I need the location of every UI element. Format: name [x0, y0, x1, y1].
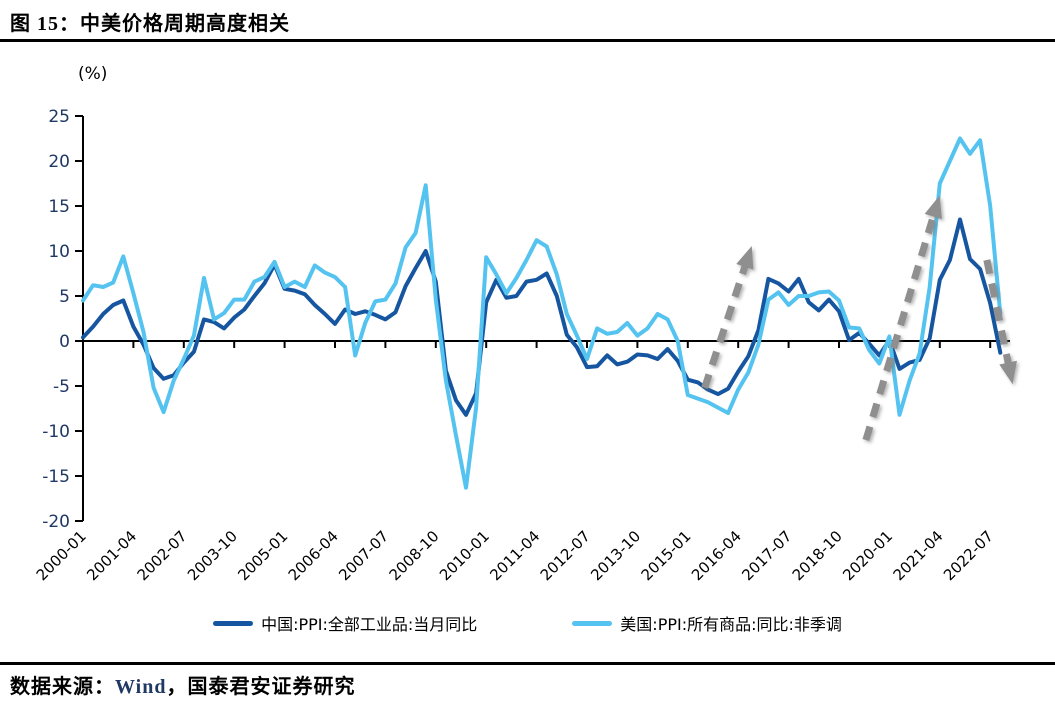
- x-tick-label: 2006-04: [285, 527, 342, 584]
- y-tick-label: -5: [53, 377, 70, 397]
- x-tick-label: 2021-04: [890, 527, 947, 584]
- y-tick-label: 20: [48, 152, 70, 172]
- title-divider: [0, 39, 1055, 42]
- unit-label: (%): [78, 64, 107, 84]
- x-tick-label: 2005-01: [234, 527, 291, 584]
- data-source-suffix: ，国泰君安证券研究: [166, 676, 356, 698]
- x-tick-label: 2015-01: [638, 527, 695, 584]
- x-tick-label: 2022-07: [940, 527, 997, 584]
- up-trend-2021-arrow: [862, 195, 942, 442]
- x-tick-label: 2000-01: [33, 527, 90, 584]
- x-axis: 2000-012001-042002-072003-102005-012006-…: [33, 340, 1010, 584]
- x-tick-label: 2012-07: [537, 527, 594, 584]
- legend-item-us: 美国:PPI:所有商品:同比:非季调: [572, 611, 842, 635]
- x-tick-label: 2016-04: [688, 527, 745, 584]
- legend-label-us: 美国:PPI:所有商品:同比:非季调: [620, 615, 842, 634]
- x-tick-label: 2008-10: [386, 527, 443, 584]
- x-tick-label: 2018-10: [789, 527, 846, 584]
- y-tick-label: 15: [48, 197, 70, 217]
- china-line-swatch: [213, 620, 254, 626]
- x-tick-label: 2003-10: [184, 527, 241, 584]
- legend-item-china: 中国:PPI:全部工业品:当月同比: [213, 611, 477, 635]
- y-tick-label: 5: [59, 287, 70, 307]
- x-tick-label: 2007-07: [335, 527, 392, 584]
- data-source-prefix: 数据来源：: [10, 676, 115, 698]
- x-tick-label: 2001-04: [83, 527, 140, 584]
- footer-divider: [0, 662, 1055, 665]
- y-tick-label: 10: [48, 242, 70, 262]
- y-tick-label: -20: [42, 512, 70, 532]
- x-tick-label: 2017-07: [738, 527, 795, 584]
- china-ppi-line: [81, 217, 1003, 417]
- chart-legend: 中国:PPI:全部工业品:当月同比 美国:PPI:所有商品:同比:非季调: [0, 611, 1055, 635]
- y-tick-label: -15: [42, 467, 70, 487]
- y-axis: 25 20 15 10 5 0 -5 -10 -15 -20: [42, 107, 84, 532]
- legend-label-china: 中国:PPI:全部工业品:当月同比: [261, 615, 478, 634]
- y-tick-label: 25: [48, 107, 70, 127]
- ppi-line-chart: (%)2520151050-5-10-15-202000-012001-0420…: [33, 64, 1017, 584]
- y-tick-label: 0: [59, 332, 70, 352]
- data-source-note: 数据来源：Wind，国泰君安证券研究: [10, 670, 355, 699]
- y-tick-label: -10: [42, 422, 70, 442]
- trend-arrows: [701, 195, 1017, 442]
- x-tick-label: 2020-01: [839, 527, 896, 584]
- us-ppi-line: [81, 136, 1003, 490]
- figure-title: 图 15：中美价格周期高度相关: [10, 13, 290, 35]
- x-tick-label: 2010-01: [436, 527, 493, 584]
- down-trend-2022-arrow: [983, 259, 1017, 385]
- data-source-wind: Wind: [115, 676, 167, 698]
- us-line-swatch: [572, 620, 613, 626]
- x-tick-label: 2011-04: [486, 527, 543, 584]
- x-tick-label: 2013-10: [587, 527, 644, 584]
- x-tick-label: 2002-07: [134, 527, 191, 584]
